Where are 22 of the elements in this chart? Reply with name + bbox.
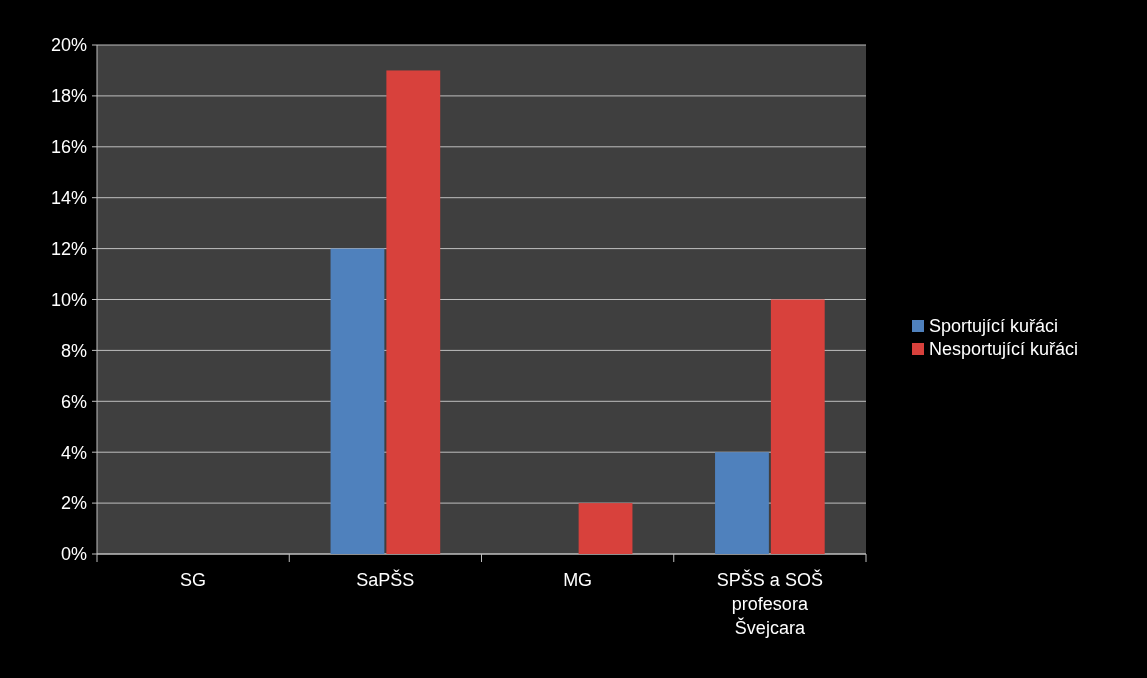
- bar: [330, 248, 385, 554]
- x-tick-label: SG: [180, 570, 207, 590]
- bar: [386, 70, 441, 554]
- y-tick-label: 6%: [60, 391, 87, 412]
- bar: [770, 299, 825, 554]
- y-tick-label: 4%: [60, 442, 87, 463]
- y-tick-label: 16%: [50, 137, 87, 158]
- y-tick-label: 14%: [50, 188, 87, 208]
- bar: [715, 452, 769, 554]
- y-tick-label: 18%: [50, 86, 87, 107]
- y-tick-label: 8%: [60, 340, 87, 361]
- legend-label: Sportující kuřáci: [929, 316, 1059, 337]
- x-tick-label: MG: [563, 570, 593, 590]
- y-tick-label: 2%: [60, 493, 87, 514]
- bar: [578, 503, 633, 554]
- y-tick-label: 10%: [50, 289, 87, 310]
- y-tick-label: 0%: [60, 544, 87, 565]
- legend-label: Nesportující kuřáci: [929, 339, 1079, 360]
- y-tick-label: 12%: [50, 238, 87, 259]
- x-tick-label: SaPŠS: [356, 569, 415, 590]
- y-tick-label: 20%: [50, 35, 87, 56]
- x-tick-label: SPŠS a SOŠ profesora Švejcara: [716, 569, 823, 638]
